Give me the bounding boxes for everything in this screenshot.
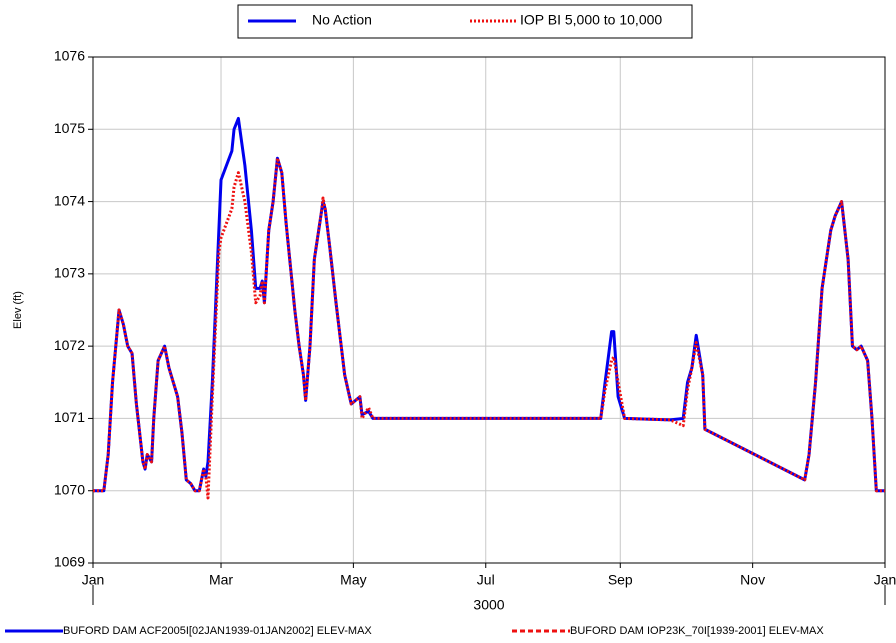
series-line	[93, 156, 885, 500]
x-tick-label: Jan	[874, 572, 896, 588]
x-tick-label: Sep	[608, 572, 633, 588]
y-tick-label: 1076	[54, 48, 85, 64]
x-tick-label: Jul	[477, 572, 495, 588]
x-tick-label: Jan	[82, 572, 105, 588]
footer-label: BUFORD DAM ACF2005I[02JAN1939-01JAN2002]…	[63, 625, 372, 637]
y-tick-label: 1072	[54, 337, 85, 353]
y-tick-label: 1075	[54, 120, 85, 136]
y-tick-label: 1074	[54, 192, 85, 208]
y-tick-label: 1070	[54, 481, 85, 497]
series-line	[93, 116, 885, 493]
y-tick-label: 1071	[54, 409, 85, 425]
legend-label: No Action	[312, 12, 372, 28]
legend-label: IOP BI 5,000 to 10,000	[520, 12, 662, 28]
x-tick-label: Mar	[209, 572, 233, 588]
y-tick-label: 1069	[54, 554, 85, 570]
footer-label: BUFORD DAM IOP23K_70I[1939-2001] ELEV-MA…	[570, 625, 824, 637]
y-axis-label: Elev (ft)	[12, 291, 24, 329]
legend-box	[237, 4, 693, 39]
plot-frame	[92, 56, 886, 564]
x-axis-label: 3000	[473, 597, 504, 613]
x-tick-label: Nov	[740, 572, 765, 588]
x-tick-label: May	[340, 572, 366, 588]
y-tick-label: 1073	[54, 265, 85, 281]
